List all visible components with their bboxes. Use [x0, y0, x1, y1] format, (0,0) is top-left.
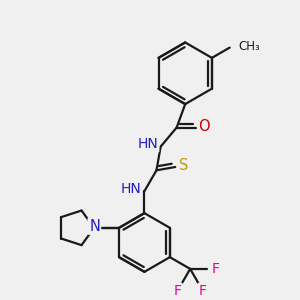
Text: CH₃: CH₃ [238, 40, 260, 52]
Text: HN: HN [120, 182, 141, 196]
Text: F: F [174, 284, 182, 298]
Text: N: N [89, 219, 100, 234]
Text: O: O [198, 119, 210, 134]
Text: F: F [199, 284, 207, 298]
Text: F: F [212, 262, 219, 276]
Text: S: S [179, 158, 188, 173]
Text: HN: HN [138, 137, 158, 151]
Text: N: N [89, 219, 100, 234]
